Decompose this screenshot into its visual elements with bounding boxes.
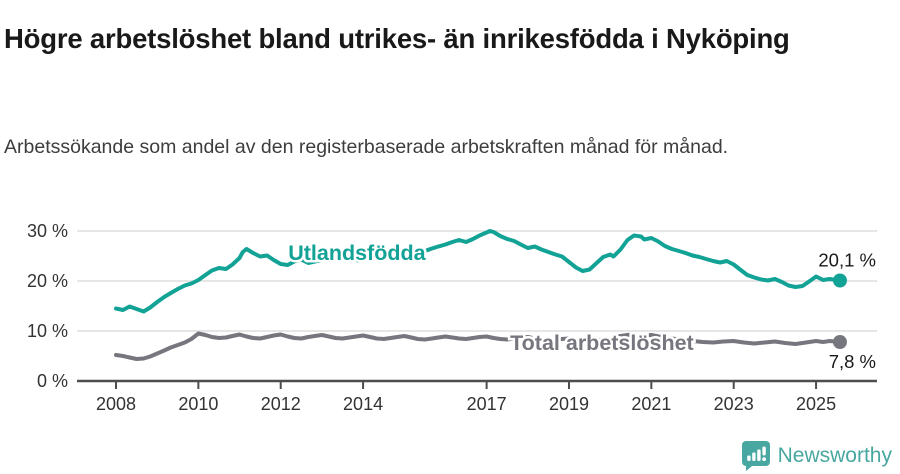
line-chart: 0 % 10 % 20 % 30 % 2008 2010 2012 2014 2017 2019 2… — [27, 221, 877, 414]
y-tick-label: 0 % — [37, 371, 68, 391]
y-tick-label: 30 % — [27, 221, 68, 241]
x-tick-label: 2025 — [796, 394, 836, 414]
series-end-dot — [832, 335, 847, 349]
newsworthy-attribution: Newsworthy — [741, 440, 892, 471]
y-tick-label: 10 % — [27, 321, 68, 341]
x-tick-label: 2019 — [549, 394, 589, 414]
x-tick-label: 2010 — [178, 394, 218, 414]
x-tick-label: 2012 — [261, 394, 301, 414]
brand-name: Newsworthy — [777, 443, 892, 467]
x-tick-label: 2023 — [714, 394, 754, 414]
x-tick-label: 2021 — [631, 394, 671, 414]
x-tick-label: 2017 — [467, 394, 507, 414]
x-tick-label: 2014 — [343, 394, 383, 414]
series-label: Utlandsfödda — [288, 241, 426, 265]
chart-title: Högre arbetslöshet bland utrikes- än inr… — [4, 23, 790, 55]
x-tick-label: 2008 — [96, 394, 136, 414]
series-end-dot — [832, 273, 847, 288]
newsworthy-logo-icon — [741, 440, 771, 471]
series-line — [114, 331, 842, 361]
series-line — [114, 229, 842, 314]
series-end-value-label: 7,8 % — [829, 351, 876, 372]
series-end-value-label: 20,1 % — [818, 250, 876, 271]
y-tick-label: 20 % — [27, 271, 68, 291]
chart-subtitle: Arbetssökande som andel av den registerb… — [4, 135, 729, 158]
series-label: Total arbetslöshet — [510, 331, 694, 355]
